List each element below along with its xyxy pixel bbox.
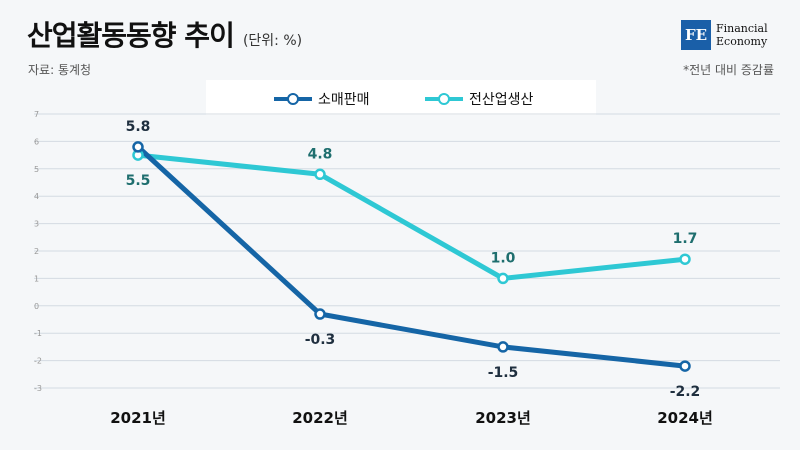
y-tick-label: -2 (34, 357, 42, 366)
legend-box (206, 80, 596, 115)
data-point-production (679, 253, 691, 265)
legend-item-retail: 소매판매 (274, 89, 370, 109)
data-point-retail (314, 308, 326, 320)
logo-line-1: Financial (716, 22, 768, 35)
y-tick-label: -1 (34, 329, 42, 338)
data-label-retail: -1.5 (488, 365, 519, 381)
data-label-retail: -0.3 (305, 332, 336, 348)
data-point-retail (497, 341, 509, 353)
x-tick-label: 2024년 (657, 409, 713, 427)
data-label-production: 1.0 (491, 250, 516, 266)
y-tick-label: -3 (34, 384, 42, 393)
x-tick-label: 2023년 (475, 409, 531, 427)
y-tick-label: 7 (34, 110, 39, 119)
logo-text: Financial Economy (716, 22, 768, 48)
y-tick-label: 6 (34, 137, 39, 146)
legend-label-production: 전산업생산 (469, 92, 534, 108)
data-label-production: 1.7 (673, 231, 698, 247)
y-tick-label: 1 (34, 274, 39, 283)
x-tick-label: 2022년 (292, 409, 348, 427)
legend-item-production: 전산업생산 (425, 89, 533, 109)
series-line-production (135, 152, 688, 281)
series-line-retail (135, 144, 688, 369)
source-label: 자료: 통계청 (28, 63, 92, 77)
data-label-retail: 5.8 (126, 119, 151, 135)
chart-title: 산업활동동향 추이 (27, 19, 235, 52)
logo-line-2: Economy (716, 35, 768, 48)
y-tick-label: 3 (34, 220, 39, 229)
x-tick-label: 2021년 (110, 409, 166, 427)
y-tick-label: 0 (34, 302, 39, 311)
legend-swatch-production (425, 93, 463, 105)
data-label-production: 4.8 (308, 146, 333, 162)
legend-label-retail: 소매판매 (318, 92, 370, 108)
logo-mark-icon: FE (681, 20, 711, 50)
unit-label: (단위: %) (242, 33, 303, 49)
data-point-retail (679, 360, 691, 372)
brand-logo: FE Financial Economy (681, 20, 768, 50)
title-area: 산업활동동향 추이 (단위: %) (27, 14, 302, 54)
y-tick-label: 5 (34, 165, 39, 174)
legend-swatch-retail (274, 93, 312, 105)
note-label: *전년 대비 증감률 (683, 63, 774, 77)
y-tick-label: 4 (34, 192, 39, 201)
data-label-retail: -2.2 (670, 384, 701, 400)
y-tick-label: 2 (34, 247, 39, 256)
data-point-production (497, 272, 509, 285)
data-label-production: 5.5 (126, 173, 151, 189)
data-point-production (314, 168, 326, 181)
data-point-retail (132, 141, 144, 153)
